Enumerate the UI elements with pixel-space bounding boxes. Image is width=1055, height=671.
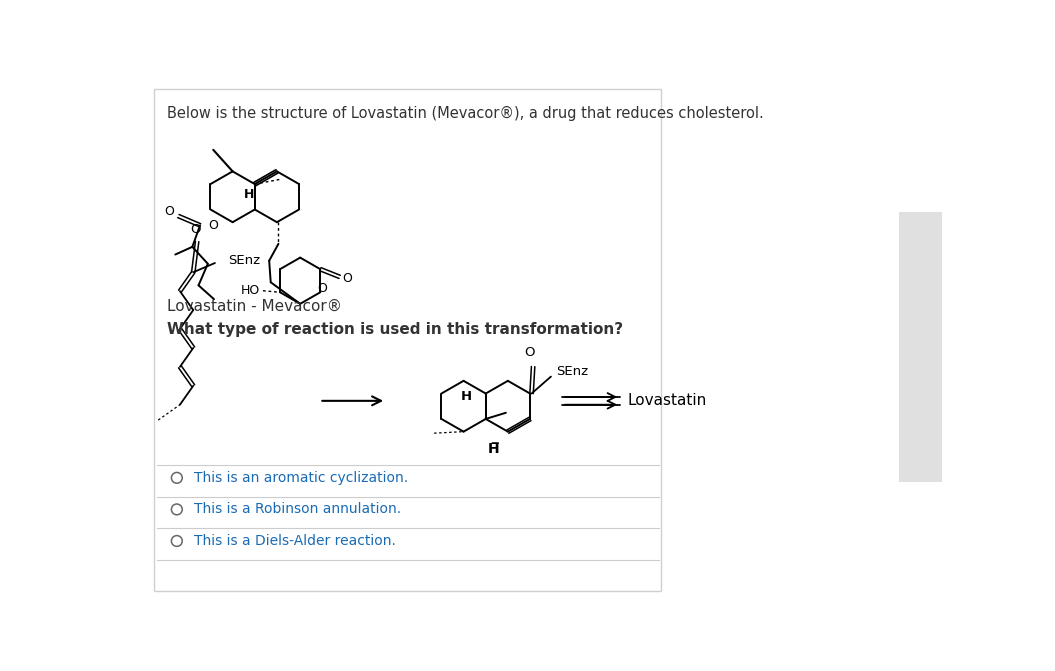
Text: What type of reaction is used in this transformation?: What type of reaction is used in this tr… — [167, 321, 622, 337]
Text: This is an aromatic cyclization.: This is an aromatic cyclization. — [194, 471, 408, 485]
Text: This is a Robinson annulation.: This is a Robinson annulation. — [194, 503, 401, 517]
Text: Below is the structure of Lovastatin (Mevacor®), a drug that reduces cholesterol: Below is the structure of Lovastatin (Me… — [167, 106, 764, 121]
Text: HO: HO — [241, 285, 261, 297]
Text: H: H — [461, 390, 472, 403]
Text: O: O — [190, 223, 200, 236]
Text: O: O — [208, 219, 218, 231]
Text: O: O — [343, 272, 352, 285]
Text: This is a Diels-Alder reaction.: This is a Diels-Alder reaction. — [194, 534, 396, 548]
FancyBboxPatch shape — [899, 212, 942, 482]
Text: SEnz: SEnz — [228, 254, 261, 267]
Text: O: O — [524, 346, 535, 359]
Text: H: H — [244, 188, 254, 201]
Text: Lovastatin: Lovastatin — [628, 393, 707, 409]
Text: H̅: H̅ — [487, 442, 499, 456]
Text: Lovastatin - Mevacor®: Lovastatin - Mevacor® — [167, 299, 342, 313]
FancyBboxPatch shape — [154, 89, 661, 591]
Text: SEnz: SEnz — [556, 366, 589, 378]
Text: O: O — [318, 282, 327, 295]
Text: O: O — [165, 205, 174, 218]
